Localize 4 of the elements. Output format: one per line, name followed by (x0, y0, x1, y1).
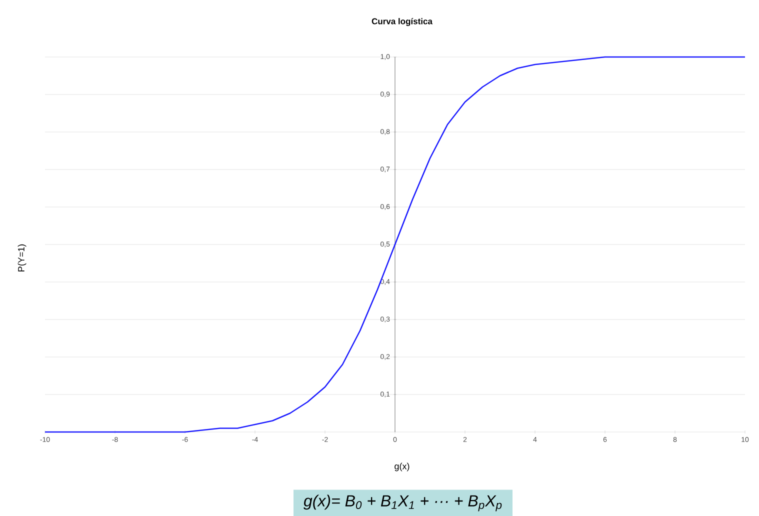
y-axis-title: P(Y=1) (18, 244, 26, 272)
chart-title: Curva logística (372, 18, 433, 26)
x-axis-title: g(x) (394, 462, 410, 472)
text: g(x)= B$_{0}$ + B$_{1}$X$_{1}$ + ··· + B$_{p}$X$_{p}$ (304, 494, 502, 512)
